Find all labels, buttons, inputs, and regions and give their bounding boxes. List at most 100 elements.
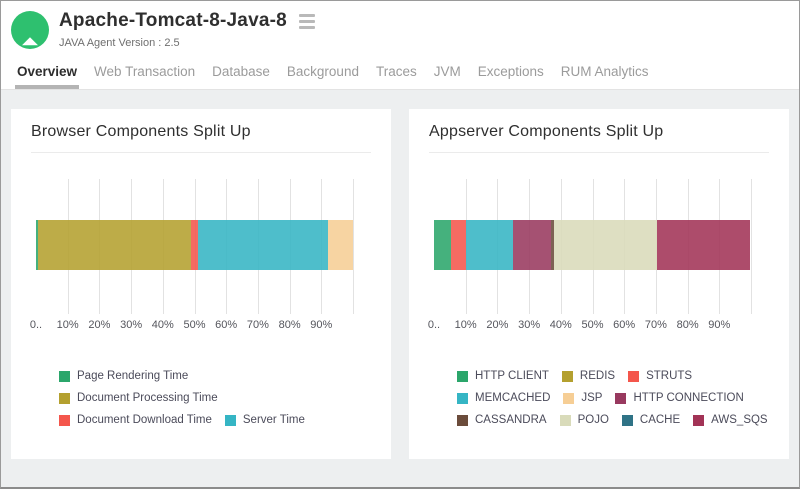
x-tick-label: 70% (644, 319, 667, 331)
legend-label: HTTP CONNECTION (633, 392, 744, 404)
stacked-bar (36, 220, 353, 270)
x-tick-label: 70% (246, 319, 269, 331)
gridline (353, 179, 354, 314)
legend-item-page-rendering-time[interactable]: Page Rendering Time (59, 370, 188, 382)
tab-overview[interactable]: Overview (15, 64, 80, 89)
x-tick-label: 20% (88, 319, 111, 331)
x-tick-label: 10% (454, 319, 477, 331)
tab-background[interactable]: Background (286, 64, 359, 79)
browser-components-card: Browser Components Split Up 0.. 10% 20% 30%… (11, 109, 391, 459)
tab-exceptions[interactable]: Exceptions (477, 64, 544, 79)
legend-label: Document Download Time (77, 414, 212, 426)
bar-segment-memcached[interactable] (465, 220, 514, 270)
x-tick-label: 30% (120, 319, 143, 331)
legend-label: POJO (577, 414, 609, 426)
tab-bar: Overview Web Transaction Database Backgroun… (1, 57, 799, 90)
legend-swatch (457, 414, 468, 426)
legend-label: Page Rendering Time (77, 370, 189, 382)
plot-area (36, 179, 354, 314)
legend-item-jsp[interactable]: JSP (563, 392, 602, 404)
legend-item-pojo[interactable]: POJO (559, 414, 609, 426)
bar-segment-server-time[interactable] (197, 220, 328, 270)
bar-segment-cassandra[interactable] (551, 220, 554, 270)
x-tick-label: 10% (56, 319, 79, 331)
status-badge (11, 11, 49, 49)
legend-swatch (563, 392, 575, 404)
legend-row: Document Processing Time (59, 392, 371, 404)
legend-label: MEMCACHED (475, 392, 551, 404)
legend-item-cache[interactable]: CACHE (621, 414, 681, 426)
legend-swatch (628, 370, 640, 382)
stacked-bar (434, 220, 751, 270)
legend-swatch (561, 370, 573, 382)
bar-segment-aws-sqs[interactable] (656, 220, 751, 270)
x-tick-label: 0.. (427, 319, 441, 331)
legend-row: Document Download Time Server Time (59, 414, 371, 426)
legend-item-cassandra[interactable]: CASSANDRA (457, 414, 547, 426)
tab-rum-analytics[interactable]: RUM Analytics (560, 64, 649, 79)
x-tick-label: 20% (486, 319, 509, 331)
legend-label: Server Time (242, 414, 305, 426)
title-divider (429, 152, 769, 153)
x-tick-label: 30% (518, 319, 541, 331)
legend-item-document-processing-time[interactable]: Document Processing Time (59, 392, 218, 404)
app-header: Apache-Tomcat-8-Java-8 JAVA Agent Versio… (1, 1, 799, 57)
appserver-components-card: Appserver Components Split Up 0.. 10% 20% 3… (409, 109, 789, 459)
x-tick-label: 80% (676, 319, 699, 331)
legend-item-server-time[interactable]: Server Time (224, 414, 305, 426)
x-axis: 0.. 10% 20% 30% 40% 50% 60% 70% 80% 90% (30, 314, 353, 338)
bar-segment-pojo[interactable] (553, 220, 657, 270)
legend-swatch (224, 414, 236, 426)
bar-segment-page-rendering-time[interactable] (36, 220, 38, 270)
tab-jvm[interactable]: JVM (433, 64, 461, 79)
content-area: Browser Components Split Up 0.. 10% 20% 30%… (1, 90, 799, 487)
x-tick-label: 60% (613, 319, 636, 331)
bar-segment-document-download-time[interactable] (191, 220, 198, 270)
legend-label: CACHE (639, 414, 681, 426)
x-tick-label: 50% (183, 319, 206, 331)
bar-segment-http-connection[interactable] (513, 220, 552, 270)
legend-label: STRUTS (646, 370, 693, 382)
legend-item-struts[interactable]: STRUTS (628, 370, 692, 382)
legend-swatch (457, 392, 468, 404)
up-arrow-icon (22, 20, 38, 46)
legend-swatch (59, 392, 70, 404)
tab-web-transaction[interactable]: Web Transaction (94, 64, 196, 79)
x-tick-label: 90% (310, 319, 333, 331)
chart-legend: Page Rendering Time Document Processing T… (59, 370, 371, 426)
bar-segment-document-processing-time[interactable] (37, 220, 192, 270)
gridline (751, 179, 752, 314)
legend-swatch (615, 392, 627, 404)
legend-label: Document Processing Time (77, 392, 218, 404)
tab-traces[interactable]: Traces (375, 64, 417, 79)
legend-item-http-client[interactable]: HTTP CLIENT (457, 370, 549, 382)
legend-row: Page Rendering Time (59, 370, 371, 382)
legend-row: MEMCACHED JSP HTTP CONNECTION (457, 392, 769, 404)
legend-swatch (693, 414, 705, 426)
legend-row: CASSANDRA POJO CACHE AWS_SQS (457, 414, 769, 426)
x-tick-label: 0.. (29, 319, 43, 331)
bar-segment-http-client[interactable] (434, 220, 452, 270)
legend-label: AWS_SQS (711, 414, 768, 426)
plot-area (434, 179, 752, 314)
legend-item-redis[interactable]: REDIS (561, 370, 615, 382)
x-tick-label: 90% (708, 319, 731, 331)
legend-swatch (559, 414, 571, 426)
legend-swatch (59, 370, 70, 382)
legend-item-memcached[interactable]: MEMCACHED (457, 392, 550, 404)
page-title: Apache-Tomcat-8-Java-8 (59, 10, 287, 31)
legend-label: JSP (581, 392, 603, 404)
bar-segment-unlabeled[interactable] (327, 220, 353, 270)
legend-item-aws-sqs[interactable]: AWS_SQS (693, 414, 768, 426)
legend-label: HTTP CLIENT (475, 370, 549, 382)
bar-segment-struts[interactable] (451, 220, 466, 270)
hamburger-menu-icon[interactable] (297, 12, 317, 31)
legend-item-http-connection[interactable]: HTTP CONNECTION (615, 392, 744, 404)
x-tick-label: 60% (215, 319, 238, 331)
legend-item-document-download-time[interactable]: Document Download Time (59, 414, 212, 426)
legend-swatch (621, 414, 633, 426)
legend-swatch (59, 414, 70, 426)
header-text: Apache-Tomcat-8-Java-8 JAVA Agent Versio… (59, 9, 317, 49)
tab-database[interactable]: Database (212, 64, 270, 79)
legend-row: HTTP CLIENT REDIS STRUTS (457, 370, 769, 382)
